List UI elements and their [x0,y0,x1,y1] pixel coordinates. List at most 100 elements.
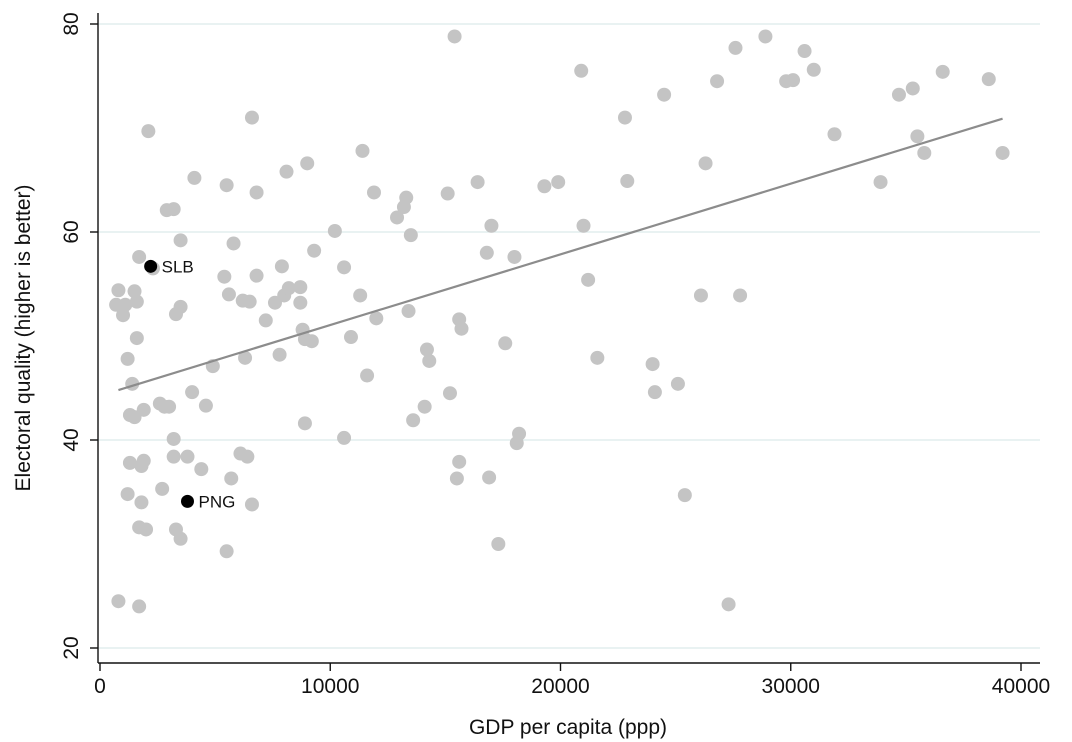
data-point [272,347,287,362]
data-point [399,190,414,205]
x-tick-label: 40000 [992,675,1050,698]
data-point [482,470,497,485]
data-point [111,594,126,609]
data-point [141,124,156,139]
data-point [274,259,289,274]
data-point [891,87,906,102]
data-point [390,210,405,225]
data-point [422,353,437,368]
data-point [166,449,181,464]
data-point [454,321,469,336]
data-point [355,143,370,158]
data-point [470,175,485,190]
data-point [185,385,200,400]
data-point [995,145,1010,160]
data-point [574,63,589,78]
data-point [258,313,273,328]
data-point [120,351,135,366]
data-point [728,40,743,55]
data-point [581,272,596,287]
data-point [139,522,154,537]
fit-line-group [118,117,1003,392]
data-point [173,233,188,248]
data-point [698,156,713,171]
highlighted-point-label: SLB [162,257,194,276]
data-point [224,471,239,486]
data-point [905,81,920,96]
data-point [132,599,147,614]
data-point [617,110,632,125]
data-point [327,223,342,238]
data-point [293,280,308,295]
data-point [917,145,932,160]
y-tick-label: 60 [60,220,83,243]
data-point [537,179,552,194]
x-tick-label: 20000 [531,675,589,698]
data-point [491,537,506,551]
data-point [406,413,421,428]
data-point [127,284,142,299]
x-axis-title: GDP per capita (ppp) [469,716,667,739]
data-point [645,357,660,372]
data-point [129,331,144,346]
data-point [419,342,434,357]
axes [97,13,1040,664]
data-point [217,269,232,284]
x-tick-label: 0 [94,675,106,698]
data-point [297,416,312,431]
data-point [166,431,181,446]
data-point [449,471,464,486]
data-point [827,127,842,142]
highlighted-point [180,494,194,508]
data-point [551,175,566,190]
data-point [198,398,213,413]
data-point [910,129,925,144]
data-point [786,73,801,88]
x-tick-label: 10000 [301,675,359,698]
data-point [509,436,524,451]
data-point [129,294,144,309]
data-point [249,268,264,283]
data-point [366,185,381,200]
data-point [873,175,888,190]
highlighted-points: SLB PNG [144,257,235,511]
data-point [240,449,255,464]
data-point [173,531,188,546]
fit-line [118,117,1003,392]
data-point [300,156,315,171]
data-point [733,288,748,303]
data-point [693,288,708,303]
data-point [721,597,736,612]
data-point [168,307,183,322]
data-point [677,488,692,503]
data-point [498,336,513,351]
data-point [337,430,352,445]
data-point [797,44,812,59]
data-point [244,497,259,512]
x-tick-label: 30000 [762,675,820,698]
data-point [134,495,149,510]
y-tick-label: 80 [60,12,83,35]
data-point [452,454,467,469]
data-point [136,453,151,468]
data-point [369,311,384,326]
data-point [337,260,352,275]
data-point [403,228,418,243]
data-point [162,399,177,414]
data-point [479,245,494,260]
data-point [981,72,996,87]
data-point [307,243,322,258]
data-point [507,249,522,264]
data-point [758,29,773,44]
data-point [442,386,457,401]
data-point [279,164,294,179]
data-point [401,304,416,319]
data-point [620,174,635,189]
data-point [111,283,126,298]
data-point [122,455,137,470]
data-point [242,294,257,309]
gridlines [98,23,1040,649]
y-tick-label: 20 [60,636,83,659]
highlighted-point [144,259,158,273]
